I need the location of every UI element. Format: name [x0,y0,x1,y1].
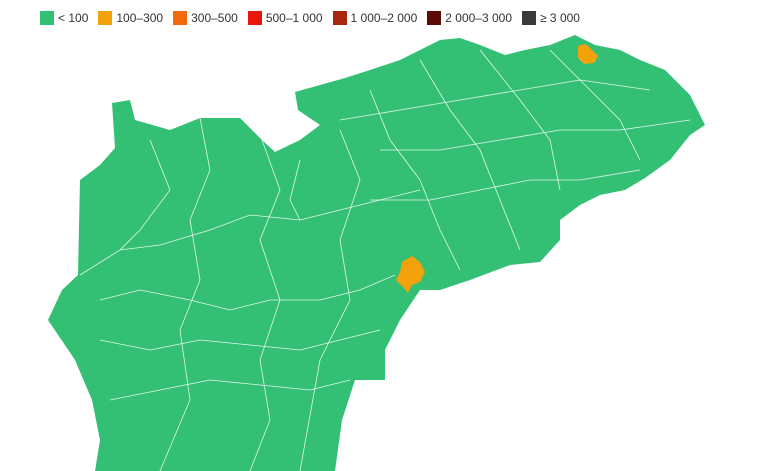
legend-item: 500–1 000 [247,11,323,25]
region-area [48,35,705,471]
legend-swatch [332,11,347,25]
legend-swatch [247,11,262,25]
legend-label: 300–500 [191,11,238,25]
municipal-borders [79,49,691,471]
legend-swatch [98,11,113,25]
legend-swatch [173,11,188,25]
legend-swatch [522,11,537,25]
legend-item: 100–300 [98,11,163,25]
legend-item: 2 000–3 000 [427,11,512,25]
legend: < 100 100–300 300–500 500–1 000 1 000–2 000 2… [40,11,580,25]
legend-label: 100–300 [116,11,164,25]
legend-label: < 100 [58,11,89,25]
region-highlight [578,44,598,64]
legend-item: 1 000–2 000 [332,11,418,25]
legend-item: ≥ 3 000 [522,11,580,25]
legend-label: 2 000–3 000 [445,11,513,25]
region-highlight [396,256,425,293]
legend-item: < 100 [40,11,88,25]
legend-item: 300–500 [173,11,238,25]
legend-swatch [427,11,442,25]
legend-swatch [40,11,54,25]
legend-label: 1 000–2 000 [350,11,418,25]
legend-label: ≥ 3 000 [540,11,580,25]
legend-label: 500–1 000 [265,11,323,25]
